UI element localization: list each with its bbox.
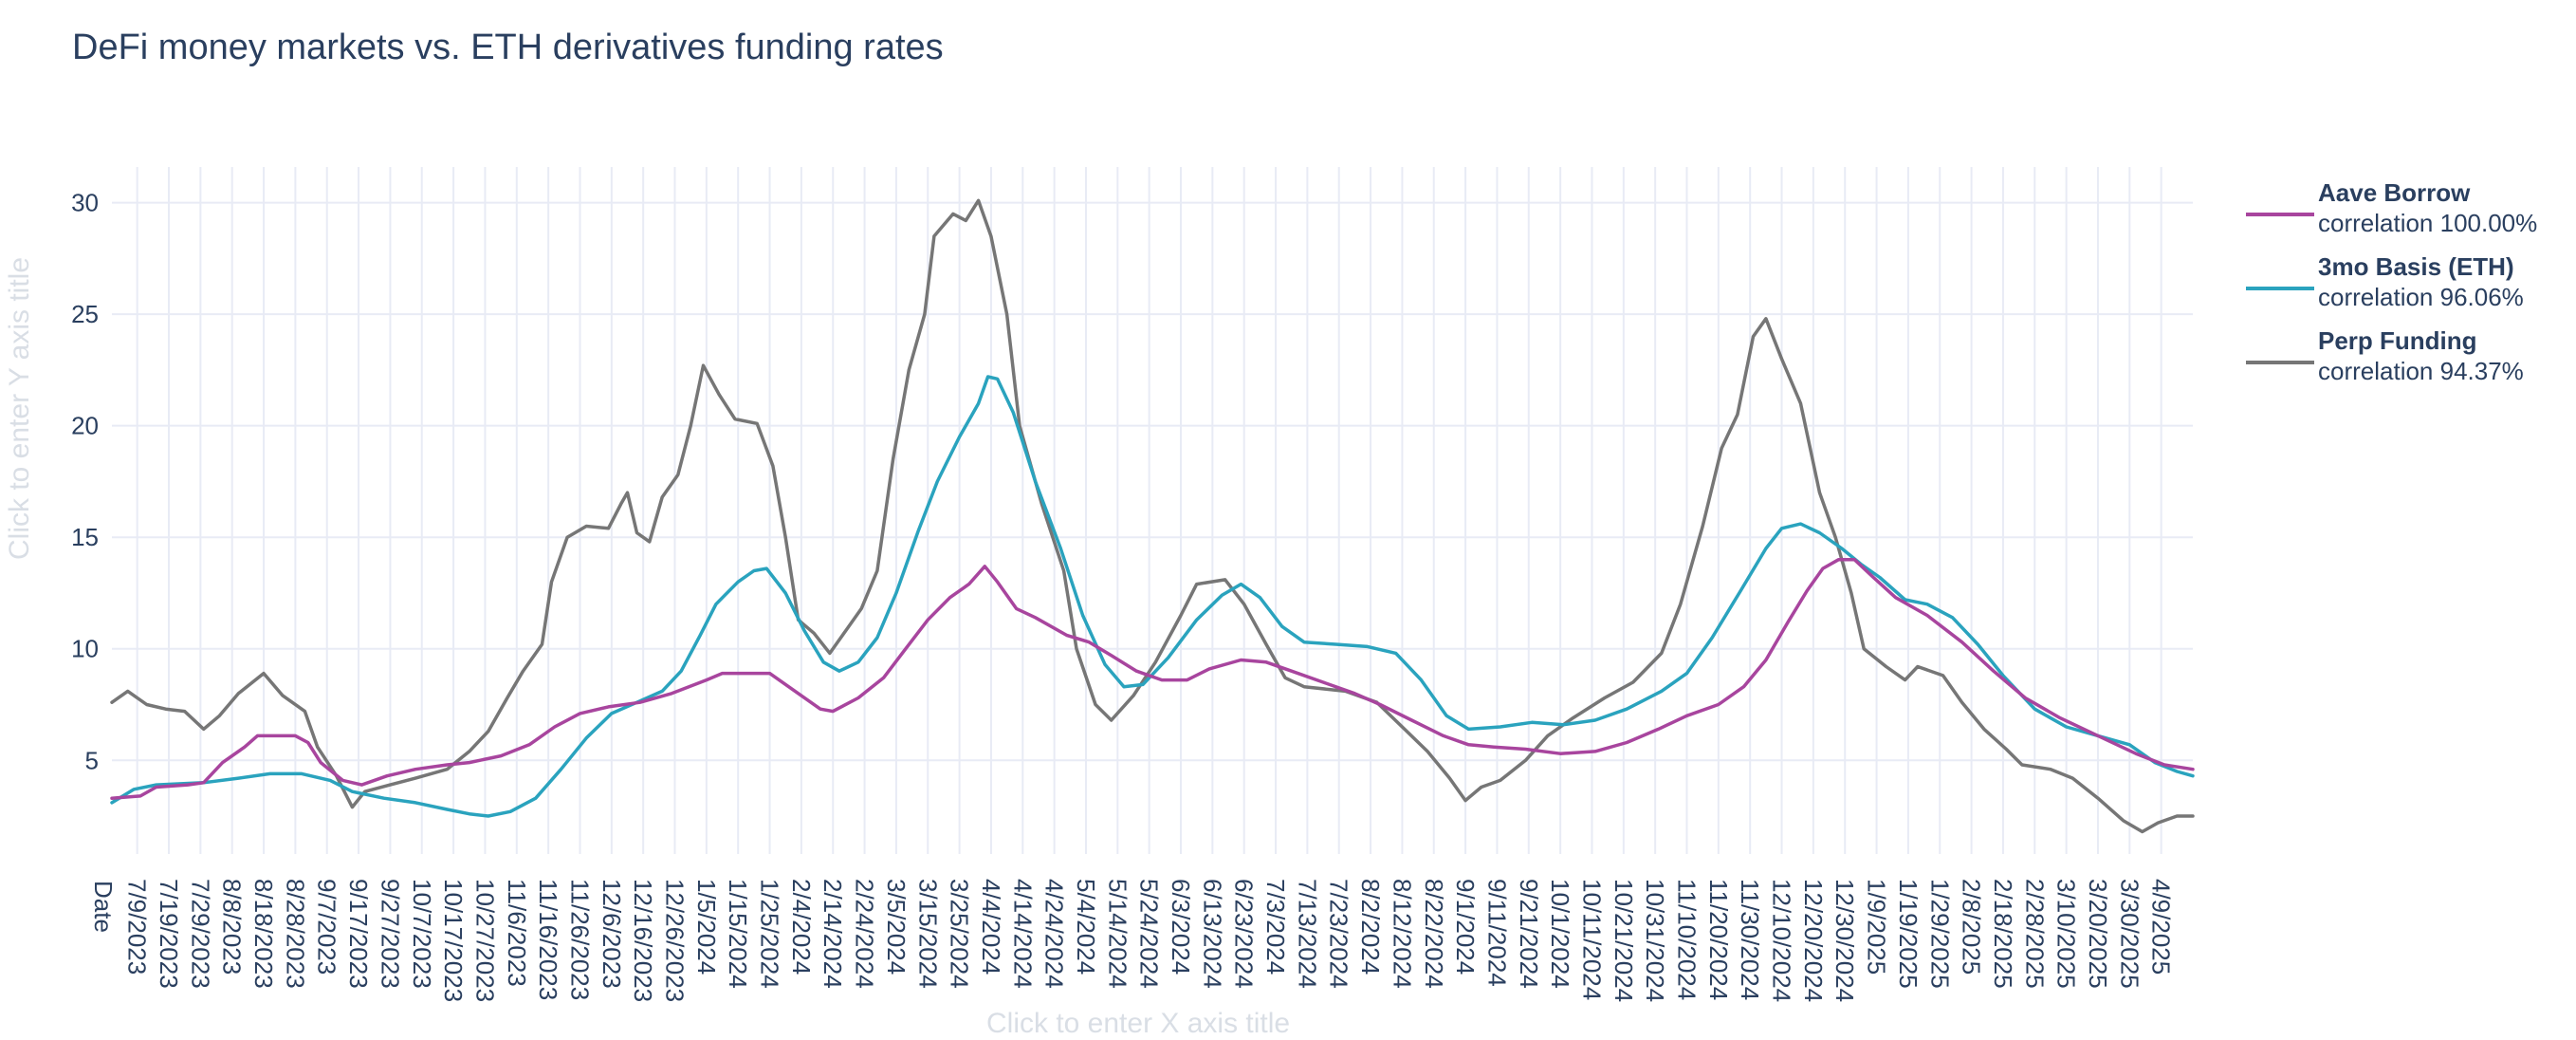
legend-correlation: correlation 96.06% — [2318, 283, 2524, 311]
y-tick-label: 5 — [85, 746, 99, 774]
y-axis-ticks: 5 10 15 20 25 30 — [71, 189, 99, 775]
y-tick-label: 15 — [71, 523, 99, 551]
x-axis-title[interactable]: Click to enter X axis title — [986, 1008, 1290, 1039]
x-tick-label: 12/20/2024 — [1799, 879, 1828, 1002]
x-tick-label: 12/10/2024 — [1768, 879, 1796, 1002]
x-tick-label: 2/18/2025 — [1989, 879, 2017, 989]
x-tick-label: 8/8/2023 — [218, 879, 247, 975]
x-tick-label: 1/29/2025 — [1925, 879, 1954, 989]
x-tick-label: 1/25/2024 — [756, 879, 784, 989]
x-tick-label: 9/11/2024 — [1482, 879, 1511, 987]
x-tick-label: 5/4/2024 — [1072, 879, 1100, 975]
x-gridlines — [136, 167, 2162, 854]
x-tick-label: 2/28/2025 — [2020, 879, 2049, 989]
series-line-perp-funding — [110, 198, 2195, 834]
x-tick-label: 11/30/2024 — [1736, 879, 1764, 1000]
x-tick-label: 3/10/2025 — [2052, 879, 2081, 989]
legend-correlation: correlation 94.37% — [2318, 357, 2524, 385]
x-tick-label: 4/24/2024 — [1040, 879, 1069, 989]
legend-series-name: Aave Borrow — [2318, 178, 2471, 207]
y-gridlines — [112, 201, 2193, 762]
x-tick-label: 7/19/2023 — [155, 879, 183, 989]
x-tick-label: 6/3/2024 — [1167, 879, 1195, 975]
x-tick-label: 9/7/2023 — [313, 879, 341, 975]
x-tick-label: 3/5/2024 — [882, 879, 911, 975]
legend-series-name: 3mo Basis (ETH) — [2318, 252, 2514, 281]
x-tick-label: 10/27/2023 — [470, 879, 499, 1002]
x-tick-label: 7/3/2024 — [1261, 879, 1290, 975]
x-tick-label: 8/12/2024 — [1388, 879, 1416, 989]
x-tick-label: 7/9/2023 — [123, 879, 152, 975]
x-tick-label: 3/20/2025 — [2084, 879, 2112, 989]
x-axis-ticks: 7/9/2023 7/19/2023 7/29/2023 8/8/2023 8/18/2… — [123, 879, 2176, 1002]
x-tick-label: 5/14/2024 — [1103, 879, 1132, 989]
x-tick-label: 11/6/2023 — [503, 879, 531, 987]
x-tick-label: 10/7/2023 — [408, 879, 436, 989]
x-tick-label: 8/22/2024 — [1420, 879, 1448, 989]
x-tick-label: 8/2/2024 — [1356, 879, 1385, 975]
y-axis-title[interactable]: Click to enter Y axis title — [4, 257, 35, 560]
x-tick-label: 4/9/2025 — [2147, 879, 2176, 975]
x-tick-label: 2/8/2025 — [1958, 879, 1986, 975]
legend-item[interactable]: 3mo Basis (ETH)correlation 96.06% — [2246, 252, 2524, 311]
x-tick-label: 7/23/2024 — [1325, 879, 1353, 989]
x-tick-label: 3/30/2025 — [2115, 879, 2144, 989]
y-tick-label: 20 — [71, 412, 99, 440]
y-tick-label: 30 — [71, 189, 99, 217]
x-axis-name: Date — [89, 881, 118, 933]
x-tick-label: 1/5/2024 — [692, 879, 721, 975]
x-tick-label: 11/26/2023 — [565, 879, 594, 1000]
x-tick-label: 2/24/2024 — [851, 879, 879, 989]
x-tick-label: 1/15/2024 — [724, 879, 752, 989]
legend-series-name: Perp Funding — [2318, 326, 2477, 355]
x-tick-label: 6/23/2024 — [1230, 879, 1259, 989]
chart-title: DeFi money markets vs. ETH derivatives f… — [72, 28, 944, 67]
series-lines — [110, 198, 2195, 834]
x-tick-label: 12/30/2024 — [1831, 879, 1859, 1002]
y-tick-label: 10 — [71, 635, 99, 663]
x-tick-label: 12/26/2023 — [661, 879, 690, 1002]
x-tick-label: 2/4/2024 — [787, 879, 816, 975]
x-tick-label: 9/21/2024 — [1515, 879, 1543, 989]
x-tick-label: 3/15/2024 — [913, 879, 942, 989]
x-tick-label: 12/16/2023 — [629, 879, 657, 1002]
x-tick-label: 7/29/2023 — [186, 879, 214, 989]
x-tick-label: 10/21/2024 — [1610, 879, 1638, 1002]
x-tick-label: 11/16/2023 — [534, 879, 562, 1000]
x-tick-label: 11/20/2024 — [1704, 879, 1733, 1000]
x-tick-label: 1/9/2025 — [1863, 879, 1891, 975]
legend-correlation: correlation 100.00% — [2318, 209, 2537, 237]
x-tick-label: 3/25/2024 — [946, 879, 974, 989]
x-tick-label: 10/11/2024 — [1577, 879, 1606, 1000]
x-tick-label: 5/24/2024 — [1135, 879, 1164, 989]
x-tick-label: 4/14/2024 — [1008, 879, 1037, 989]
x-tick-label: 6/13/2024 — [1198, 879, 1226, 989]
x-tick-label: 8/28/2023 — [281, 879, 309, 989]
x-tick-label: 10/1/2024 — [1546, 879, 1574, 989]
x-tick-label: 7/13/2024 — [1293, 879, 1321, 989]
x-tick-label: 1/19/2025 — [1894, 879, 1923, 989]
x-tick-label: 9/1/2024 — [1451, 879, 1480, 975]
x-tick-label: 4/4/2024 — [977, 879, 1005, 975]
x-tick-label: 8/18/2023 — [249, 879, 278, 989]
x-tick-label: 9/17/2023 — [344, 879, 373, 989]
series-line-3mo-basis-eth — [110, 375, 2195, 818]
x-tick-label: 10/31/2024 — [1641, 879, 1669, 1002]
y-tick-label: 25 — [71, 300, 99, 328]
series-line-aave-borrow — [110, 557, 2195, 800]
x-tick-label: 10/17/2023 — [439, 879, 468, 1002]
x-tick-label: 9/27/2023 — [376, 879, 404, 989]
x-tick-label: 12/6/2023 — [598, 879, 626, 989]
x-tick-label: 11/10/2024 — [1673, 879, 1702, 1000]
x-tick-label: 2/14/2024 — [819, 879, 847, 989]
